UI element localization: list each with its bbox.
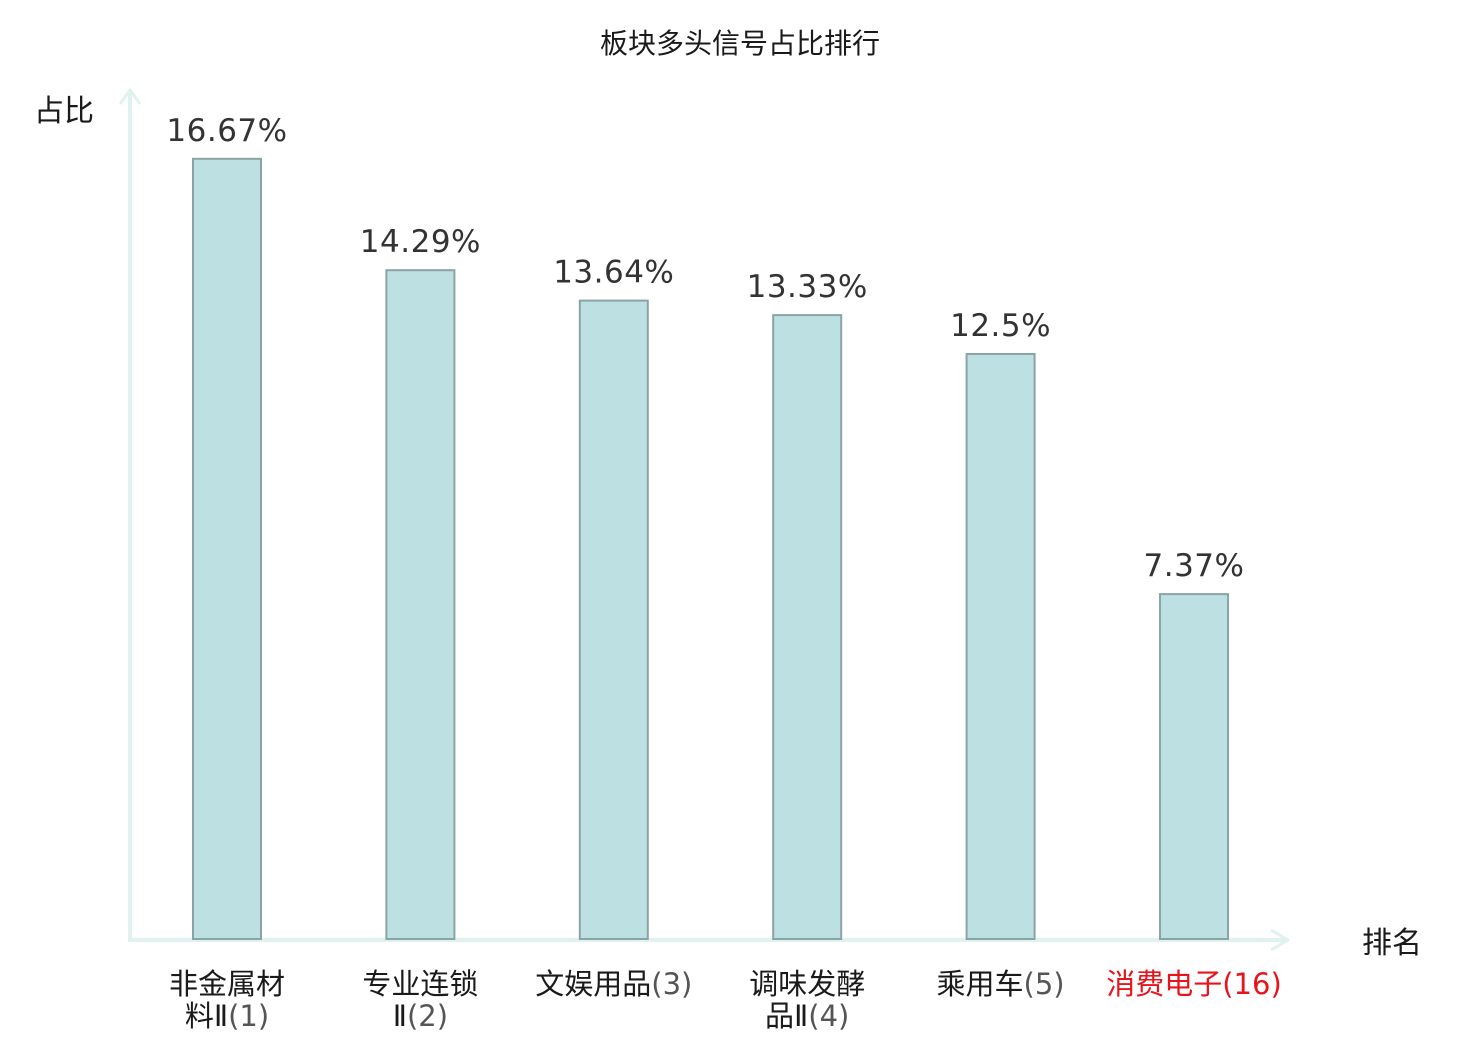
category-rank: (3) xyxy=(651,967,692,1001)
chart-title: 板块多头信号占比排行 xyxy=(600,27,880,60)
category-rank: (16) xyxy=(1222,967,1282,1001)
bar[interactable] xyxy=(772,314,843,941)
category-name: 品Ⅱ xyxy=(765,999,808,1033)
bar-value-label: 14.29% xyxy=(360,224,481,260)
category-label: 消费电子(16) xyxy=(1106,967,1282,1001)
bar[interactable] xyxy=(1159,593,1229,940)
category-label-line2: Ⅱ(2) xyxy=(393,999,448,1033)
category-rank: (5) xyxy=(1024,967,1065,1001)
category-name: Ⅱ xyxy=(393,999,407,1033)
category-name: 消费电子 xyxy=(1106,967,1222,1001)
y-axis-arrow xyxy=(118,88,142,105)
x-axis-arrow xyxy=(1270,928,1290,952)
category-label-line2: 料Ⅱ(1) xyxy=(185,999,269,1033)
bars xyxy=(192,157,1229,941)
category-label: 专业连锁 xyxy=(362,967,478,1001)
bar-value-label: 13.64% xyxy=(553,255,674,291)
y-axis-label: 占比 xyxy=(34,94,94,129)
axes xyxy=(118,88,1290,952)
bar[interactable] xyxy=(578,299,649,941)
category-label-line2: 品Ⅱ(4) xyxy=(765,999,849,1033)
bar-value-label: 12.5% xyxy=(950,308,1051,344)
bar-value-label: 7.37% xyxy=(1144,548,1245,584)
category-name: 文娱用品 xyxy=(535,967,651,1001)
bar-value-label: 16.67% xyxy=(166,113,287,149)
category-label: 文娱用品(3) xyxy=(535,967,692,1001)
category-rank: (1) xyxy=(228,999,269,1033)
category-rank: (2) xyxy=(407,999,448,1033)
category-label: 非金属材 xyxy=(169,967,285,1001)
category-label: 调味发酵 xyxy=(749,967,865,1001)
bar-value-label: 13.33% xyxy=(747,269,868,305)
bar[interactable] xyxy=(385,269,456,940)
bar[interactable] xyxy=(965,353,1036,940)
category-name: 料Ⅱ xyxy=(185,999,228,1033)
bar[interactable] xyxy=(192,157,262,941)
value-labels: 16.67% 14.29% 13.64% 13.33% 12.5% 7.37% xyxy=(166,113,1244,584)
category-name: 乘用车 xyxy=(937,967,1024,1001)
category-label: 乘用车(5) xyxy=(937,967,1065,1001)
x-axis-label: 排名 xyxy=(1362,926,1422,961)
category-rank: (4) xyxy=(808,999,849,1033)
